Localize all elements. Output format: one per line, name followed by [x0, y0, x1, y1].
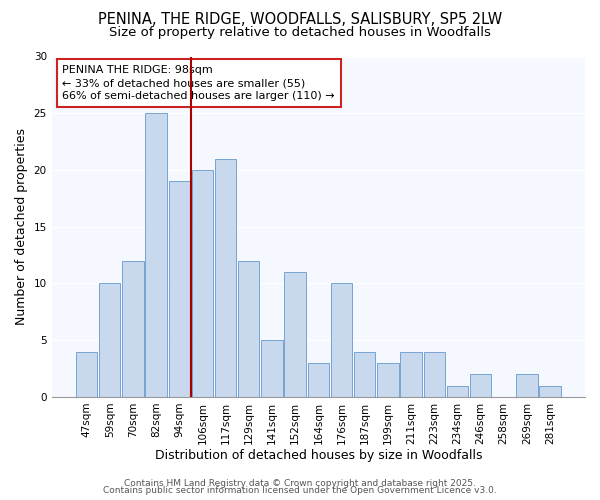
Bar [145, 113, 167, 397]
Text: PENINA THE RIDGE: 98sqm
← 33% of detached houses are smaller (55)
66% of semi-de: PENINA THE RIDGE: 98sqm ← 33% of detache… [62, 65, 335, 102]
Bar [400, 352, 422, 397]
Bar [99, 284, 121, 397]
X-axis label: Distribution of detached houses by size in Woodfalls: Distribution of detached houses by size … [155, 450, 482, 462]
Bar [192, 170, 213, 397]
Text: Contains public sector information licensed under the Open Government Licence v3: Contains public sector information licen… [103, 486, 497, 495]
Bar [377, 363, 398, 397]
Bar [76, 352, 97, 397]
Bar [447, 386, 468, 397]
Text: Size of property relative to detached houses in Woodfalls: Size of property relative to detached ho… [109, 26, 491, 39]
Bar [262, 340, 283, 397]
Bar [284, 272, 306, 397]
Bar [238, 261, 259, 397]
Bar [122, 261, 143, 397]
Y-axis label: Number of detached properties: Number of detached properties [15, 128, 28, 325]
Bar [470, 374, 491, 397]
Bar [424, 352, 445, 397]
Text: PENINA, THE RIDGE, WOODFALLS, SALISBURY, SP5 2LW: PENINA, THE RIDGE, WOODFALLS, SALISBURY,… [98, 12, 502, 28]
Text: Contains HM Land Registry data © Crown copyright and database right 2025.: Contains HM Land Registry data © Crown c… [124, 478, 476, 488]
Bar [215, 158, 236, 397]
Bar [331, 284, 352, 397]
Bar [169, 182, 190, 397]
Bar [354, 352, 376, 397]
Bar [516, 374, 538, 397]
Bar [308, 363, 329, 397]
Bar [539, 386, 561, 397]
